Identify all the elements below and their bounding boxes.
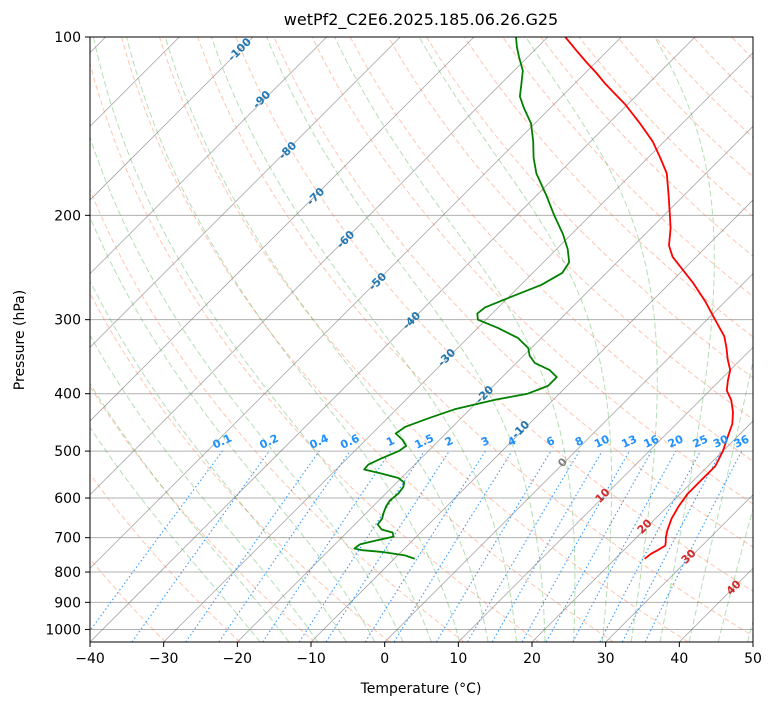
isotherm-line (90, 37, 327, 275)
isotherm-line (90, 37, 401, 348)
mixing-ratio-line (393, 450, 513, 642)
moist-adiabat-line (90, 426, 261, 642)
isotherm-lines (90, 37, 753, 642)
mixing-ratio-line (572, 450, 677, 642)
dry-adiabat-line (120, 37, 614, 642)
mixing-ratio-label: 16 (642, 432, 662, 450)
mixing-ratio-label: 25 (691, 433, 710, 451)
isotherm-line (605, 494, 753, 642)
dry-adiabat-line (425, 37, 753, 379)
chart-title: wetPf2_C2E6.2025.185.06.26.G25 (284, 10, 558, 30)
isotherm-line (310, 199, 753, 642)
dry-adiabat-line (273, 37, 753, 548)
y-tick-label: 600 (54, 491, 81, 507)
mixing-ratio-line (90, 450, 223, 632)
mixing-ratio-line (545, 450, 653, 642)
mixing-ratio-label: 20 (666, 432, 686, 450)
dry-adiabat-line (90, 385, 316, 642)
mixing-ratio-label: 30 (711, 432, 731, 450)
dry-adiabat-line (90, 188, 465, 642)
mixing-ratio-line (131, 450, 270, 642)
mixing-ratio-line (298, 450, 425, 642)
moist-adiabat-line (654, 37, 715, 642)
mixing-ratio-line (521, 450, 630, 642)
dry-adiabat-line (349, 37, 753, 462)
moist-adiabat-line (164, 37, 489, 642)
isotherm-line (90, 37, 696, 642)
x-axis-label: Temperature (°C) (360, 681, 482, 697)
isotherm-line (90, 37, 475, 422)
x-tick-label: 20 (523, 651, 541, 667)
isotherm-line (458, 346, 753, 642)
mixing-ratio-lines (90, 450, 743, 642)
moist-adiabat-line (92, 37, 432, 642)
moist-adiabat-line (90, 334, 319, 642)
dry-adiabat-line (235, 37, 753, 592)
isotherm-line (237, 125, 753, 642)
x-tick-label: 40 (670, 651, 688, 667)
moist-adiabat-line (126, 37, 461, 642)
y-axis-label: Pressure (hPa) (12, 290, 28, 390)
isotherm-line (163, 52, 753, 642)
dry-adiabat-line (90, 473, 241, 642)
x-tick-label: −40 (75, 651, 105, 667)
y-tick-label: 1000 (45, 622, 81, 638)
isotherm-line (90, 37, 254, 201)
pressure-gridlines (90, 37, 753, 630)
mixing-ratio-label: 36 (732, 432, 752, 450)
moist-adiabat-line (525, 37, 658, 642)
moist-adiabats (90, 37, 753, 642)
y-tick-label: 300 (54, 313, 81, 329)
moist-adiabat-line (688, 358, 753, 642)
moist-adiabat-line (90, 382, 290, 642)
x-tick-label: 0 (380, 651, 389, 667)
sounding-profiles (353, 37, 734, 560)
isotherm-line (384, 273, 753, 642)
dry-adiabat-line (90, 62, 540, 642)
dry-adiabat-line (197, 37, 753, 637)
moist-adiabat-line (90, 135, 404, 642)
moist-adiabat-line (334, 37, 576, 642)
dry-adiabat-line (90, 292, 390, 642)
x-tick-label: 50 (744, 651, 762, 667)
plot-frame (89, 36, 754, 643)
temperature-profile-line (564, 37, 734, 560)
x-tick-label: −10 (296, 651, 326, 667)
dry-adiabat-line (464, 37, 753, 338)
mixing-ratio-line (325, 450, 450, 642)
isotherm-line (531, 420, 753, 642)
y-tick-label: 100 (54, 30, 81, 46)
moist-adiabat-line (210, 37, 517, 642)
y-tick-label: 800 (54, 565, 81, 581)
mixing-ratio-line (262, 450, 392, 642)
mixing-ratio-label: 10 (592, 432, 612, 450)
moist-adiabat-line (266, 37, 546, 642)
isotherm-line (90, 37, 548, 496)
x-tick-label: −20 (223, 651, 253, 667)
y-tick-label: 500 (54, 444, 81, 460)
dry-adiabat-line (159, 37, 689, 642)
y-tick-label: 700 (54, 531, 81, 547)
mixing-ratio-line (644, 450, 743, 642)
mixing-ratio-label: 13 (620, 433, 639, 451)
x-tick-label: 30 (597, 651, 615, 667)
mixing-ratio-line (185, 450, 320, 642)
y-tick-label: 200 (54, 208, 81, 224)
dry-adiabat-line (90, 557, 166, 642)
x-tick-label: −30 (149, 651, 179, 667)
plot-area: -100-90-80-70-60-50-40-30-20-10010203040… (90, 37, 753, 642)
x-tick-label: 10 (449, 651, 467, 667)
x-axis-ticks: −40 −30 −20 −10 0 10 20 30 40 50 (75, 642, 762, 667)
isotherm-line (90, 37, 622, 569)
dry-adiabats (90, 37, 753, 642)
y-tick-label: 900 (54, 595, 81, 611)
y-tick-label: 400 (54, 387, 81, 403)
y-axis-ticks: 100 200 300 400 500 600 700 800 900 1000 (45, 30, 90, 638)
mixing-ratio-line (218, 450, 351, 642)
moist-adiabat-line (90, 215, 376, 642)
moist-adiabat-line (418, 37, 613, 642)
dewpoint-profile-line (353, 37, 571, 560)
